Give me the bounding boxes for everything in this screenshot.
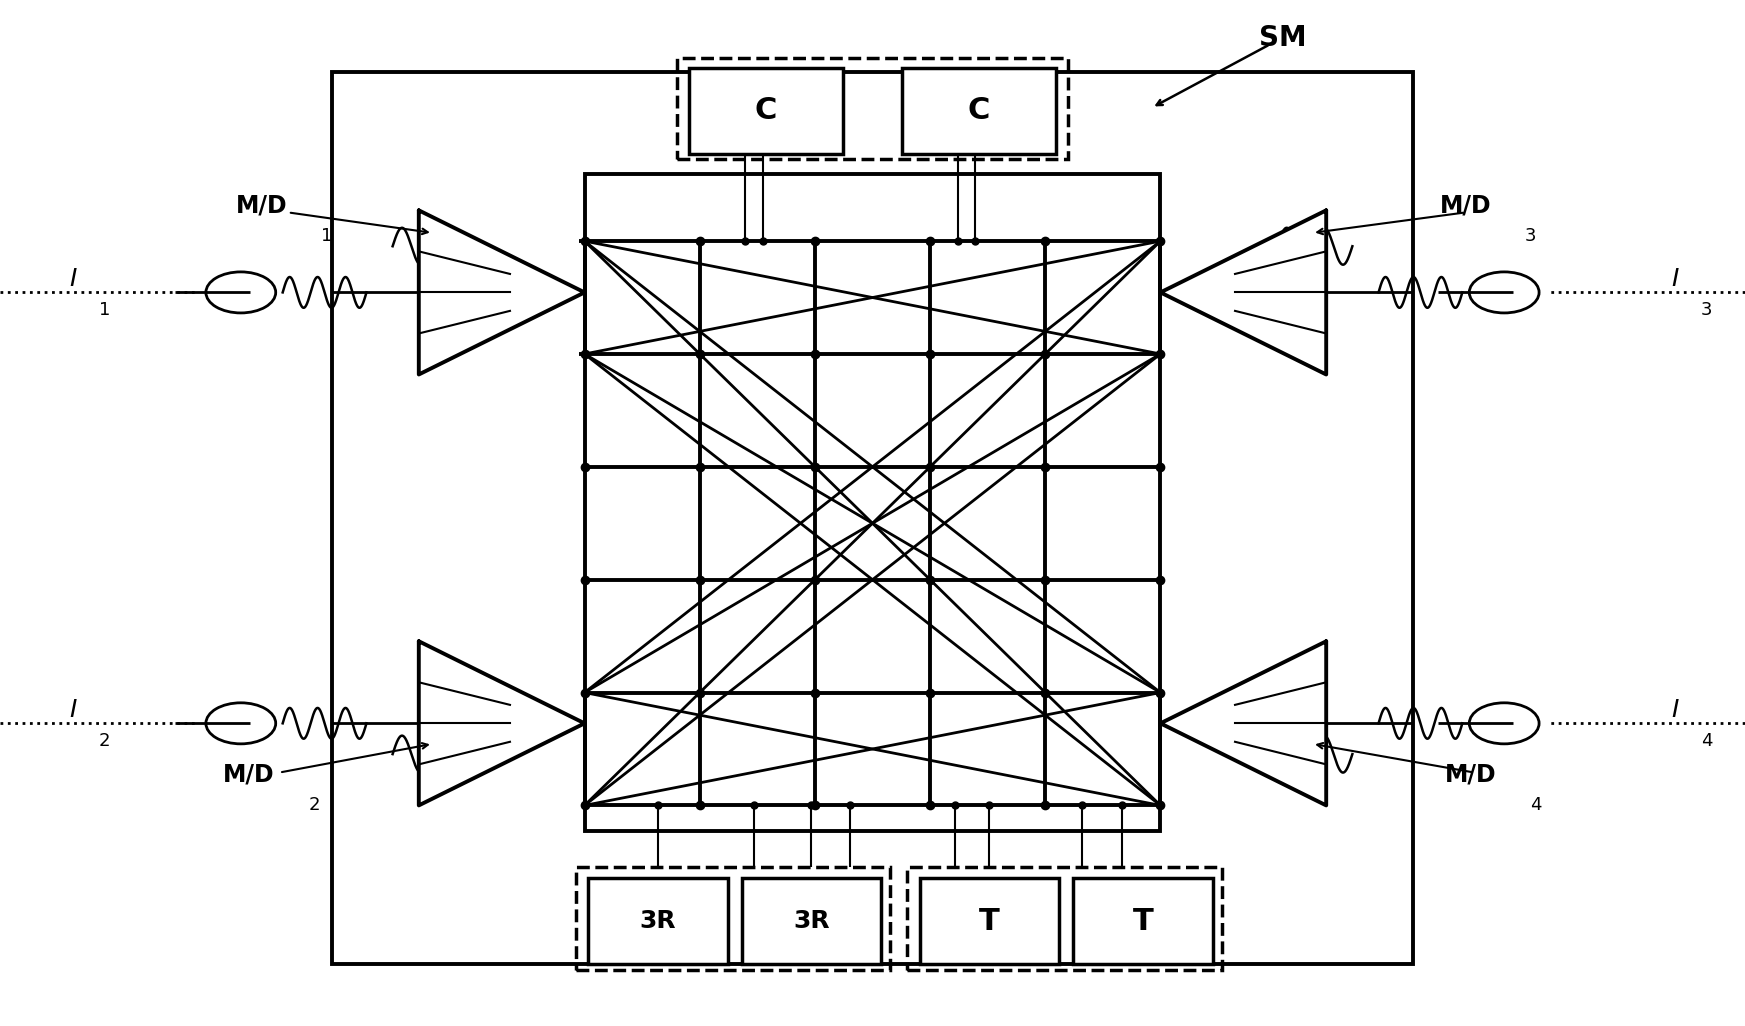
Polygon shape [1160, 210, 1326, 374]
Bar [576, 867, 890, 970]
Text: 3R: 3R [640, 909, 675, 934]
Text: 2: 2 [309, 796, 319, 815]
Text: M/D: M/D [1440, 193, 1492, 218]
Bar [585, 174, 1160, 831]
Text: $I$: $I$ [70, 698, 77, 722]
Text: 3R: 3R [794, 909, 829, 934]
Bar [332, 72, 1413, 964]
Text: 3: 3 [1525, 227, 1536, 245]
Bar [920, 878, 1059, 964]
Text: T: T [979, 907, 1000, 936]
Text: T: T [1133, 907, 1153, 936]
Bar [742, 878, 881, 964]
Bar [677, 58, 1068, 159]
Bar [588, 878, 728, 964]
Text: M/D: M/D [1445, 762, 1497, 787]
Bar [1073, 878, 1213, 964]
Bar [902, 68, 1056, 154]
Text: 1: 1 [99, 301, 110, 319]
Text: C: C [756, 96, 777, 125]
Bar [907, 867, 1222, 970]
Polygon shape [1160, 641, 1326, 805]
Text: $I$: $I$ [70, 267, 77, 291]
Text: 2: 2 [99, 732, 110, 750]
Polygon shape [419, 641, 585, 805]
Text: M/D: M/D [236, 193, 288, 218]
Text: 1: 1 [321, 227, 332, 245]
Text: 3: 3 [1701, 301, 1712, 319]
Text: SM: SM [1258, 24, 1307, 52]
Text: $I$: $I$ [1672, 698, 1679, 722]
Text: 4: 4 [1530, 796, 1541, 815]
Text: C: C [968, 96, 989, 125]
Text: $I$: $I$ [1672, 267, 1679, 291]
Text: 4: 4 [1701, 732, 1712, 750]
Text: M/D: M/D [223, 762, 276, 787]
Polygon shape [419, 210, 585, 374]
Bar [689, 68, 843, 154]
